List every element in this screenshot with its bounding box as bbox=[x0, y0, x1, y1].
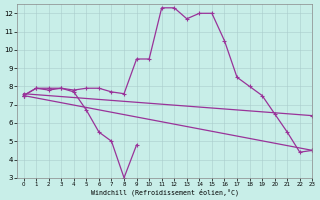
X-axis label: Windchill (Refroidissement éolien,°C): Windchill (Refroidissement éolien,°C) bbox=[91, 188, 239, 196]
